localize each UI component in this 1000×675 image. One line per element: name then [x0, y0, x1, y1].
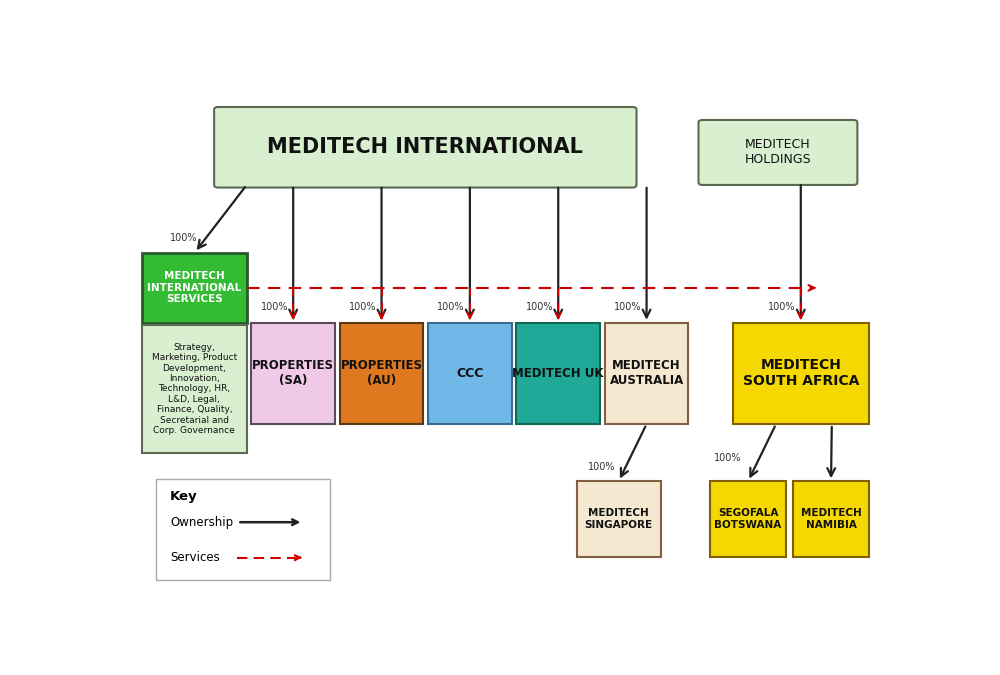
- FancyBboxPatch shape: [251, 323, 335, 424]
- Text: MEDITECH
INTERNATIONAL
SERVICES: MEDITECH INTERNATIONAL SERVICES: [147, 271, 241, 304]
- Text: MEDITECH INTERNATIONAL: MEDITECH INTERNATIONAL: [267, 137, 583, 157]
- Text: 100%: 100%: [170, 233, 197, 243]
- Text: 100%: 100%: [768, 302, 796, 313]
- Text: CCC: CCC: [456, 367, 484, 380]
- Text: Strategy,
Marketing, Product
Development,
Innovation,
Technology, HR,
L&D, Legal: Strategy, Marketing, Product Development…: [152, 343, 237, 435]
- Text: MEDITECH
AUSTRALIA: MEDITECH AUSTRALIA: [609, 359, 684, 387]
- FancyBboxPatch shape: [340, 323, 423, 424]
- FancyBboxPatch shape: [710, 481, 786, 557]
- FancyBboxPatch shape: [156, 479, 330, 580]
- Text: MEDITECH UK: MEDITECH UK: [512, 367, 604, 380]
- Text: Key: Key: [170, 490, 198, 503]
- Text: PROPERTIES
(AU): PROPERTIES (AU): [341, 359, 423, 387]
- Text: 100%: 100%: [349, 302, 376, 313]
- Text: MEDITECH
SOUTH AFRICA: MEDITECH SOUTH AFRICA: [743, 358, 859, 388]
- Text: 100%: 100%: [588, 462, 616, 472]
- Text: 100%: 100%: [437, 302, 465, 313]
- Text: 100%: 100%: [261, 302, 288, 313]
- Text: Ownership: Ownership: [170, 516, 233, 529]
- Text: Services: Services: [170, 551, 220, 564]
- Text: 100%: 100%: [614, 302, 642, 313]
- FancyBboxPatch shape: [577, 481, 661, 557]
- Text: 100%: 100%: [526, 302, 553, 313]
- Text: SEGOFALA
BOTSWANA: SEGOFALA BOTSWANA: [714, 508, 782, 530]
- Text: MEDITECH
HOLDINGS: MEDITECH HOLDINGS: [745, 138, 811, 167]
- FancyBboxPatch shape: [142, 252, 247, 323]
- Text: 100%: 100%: [714, 453, 742, 463]
- Text: MEDITECH
NAMIBIA: MEDITECH NAMIBIA: [801, 508, 861, 530]
- Text: MEDITECH
SINGAPORE: MEDITECH SINGAPORE: [585, 508, 653, 530]
- FancyBboxPatch shape: [733, 323, 869, 424]
- FancyBboxPatch shape: [214, 107, 637, 188]
- FancyBboxPatch shape: [698, 120, 857, 185]
- Text: PROPERTIES
(SA): PROPERTIES (SA): [252, 359, 334, 387]
- FancyBboxPatch shape: [428, 323, 512, 424]
- FancyBboxPatch shape: [516, 323, 600, 424]
- FancyBboxPatch shape: [142, 325, 247, 453]
- FancyBboxPatch shape: [605, 323, 688, 424]
- FancyBboxPatch shape: [793, 481, 869, 557]
